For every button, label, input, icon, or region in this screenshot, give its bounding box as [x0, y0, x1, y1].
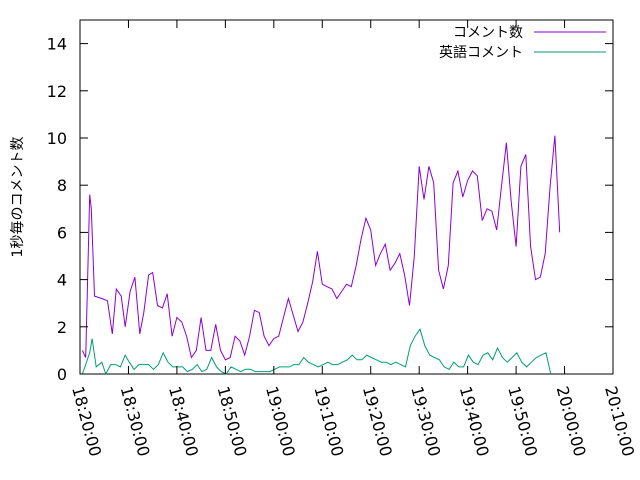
x-tick-label: 19:40:00 — [456, 384, 493, 458]
series-line-0 — [81, 135, 561, 361]
series-layer — [81, 135, 561, 376]
y-tick-label: 6 — [57, 223, 67, 242]
y-axis-label: 1秒毎のコメント数 — [10, 137, 26, 258]
plot-frame — [79, 19, 614, 375]
x-tick-label: 20:10:00 — [601, 384, 638, 458]
x-tick-label: 19:10:00 — [310, 384, 347, 458]
y-tick-label: 2 — [57, 318, 67, 337]
x-tick-label: 18:20:00 — [68, 384, 105, 458]
x-tick-label: 19:30:00 — [407, 384, 444, 458]
x-tick-label: 18:50:00 — [213, 384, 250, 458]
y-axis-ticks: 0 2 4 6 8 10 12 14 — [47, 35, 613, 384]
legend-label-1: 英語コメント — [439, 44, 523, 61]
x-tick-label: 19:20:00 — [359, 384, 396, 458]
x-axis-ticks: 18:20:00 18:30:00 18:40:00 18:50:00 19:00:00… — [68, 20, 638, 458]
x-tick-label: 18:40:00 — [165, 384, 202, 458]
legend-label-0: コメント数 — [453, 25, 523, 41]
y-tick-label: 10 — [47, 129, 67, 148]
x-tick-label: 19:50:00 — [504, 384, 541, 458]
x-tick-label: 20:00:00 — [553, 384, 590, 458]
series-line-1 — [81, 328, 552, 376]
x-tick-label: 18:30:00 — [117, 384, 154, 458]
x-tick-label: 19:00:00 — [262, 384, 299, 458]
y-tick-label: 14 — [47, 35, 67, 54]
plot-border — [79, 19, 614, 375]
y-tick-label: 12 — [47, 82, 67, 101]
y-tick-label: 8 — [57, 176, 67, 195]
y-tick-label: 0 — [57, 365, 67, 384]
y-tick-label: 4 — [57, 271, 67, 290]
